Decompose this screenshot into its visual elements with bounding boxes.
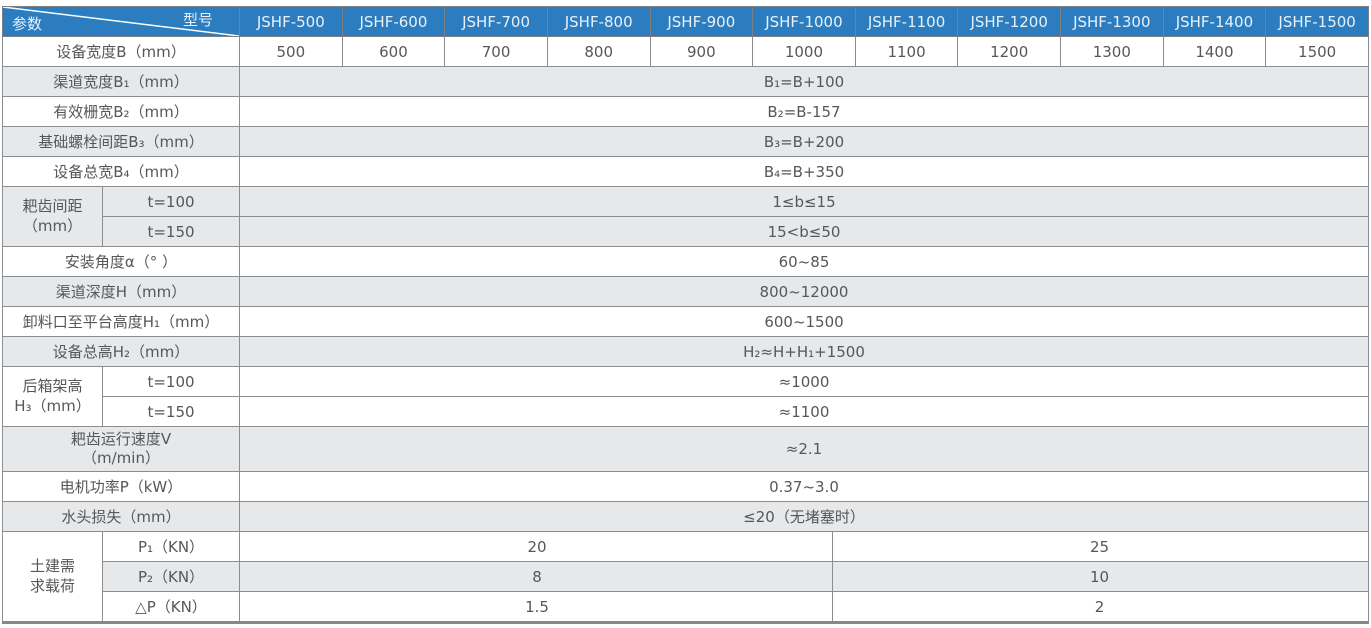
- label-total-height: 设备总高H₂（mm）: [2, 336, 240, 367]
- row-discharge-height: 卸料口至平台高度H₁（mm） 600~1500: [2, 306, 1369, 337]
- row-civil-load-p2: P₂（KN） 8 10: [3, 561, 1369, 592]
- value-device-width: 1500: [1265, 36, 1369, 67]
- value-civil-load-p1-right: 25: [1090, 537, 1110, 556]
- label-device-width: 设备宽度B（mm）: [2, 36, 240, 67]
- row-total-height: 设备总高H₂（mm） H₂≈H+H₁+1500: [2, 336, 1369, 367]
- label-rear-frame-group: 后箱架高 H₃（mm）: [2, 366, 103, 427]
- label-discharge-height: 卸料口至平台高度H₁（mm）: [2, 306, 240, 337]
- label-effective-width: 有效栅宽B₂（mm）: [2, 96, 240, 127]
- row-rake-spacing-t150: t=150 15<b≤50: [3, 216, 1369, 247]
- model-header: JSHF-700: [444, 6, 548, 37]
- value-device-width: 1100: [854, 36, 959, 67]
- corner-param-label: 参数: [12, 15, 43, 33]
- value-device-width: 1300: [1060, 36, 1164, 67]
- value-rake-speed: ≈2.1: [239, 426, 1369, 472]
- row-rake-speed: 耙齿运行速度V （m/min） ≈2.1: [2, 426, 1369, 472]
- value-civil-load-p2-left: 8: [242, 562, 834, 591]
- cond-rake-spacing-t100: t=100: [102, 186, 240, 217]
- model-header: JSHF-1500: [1265, 6, 1369, 37]
- row-civil-load-p1: 土建需 求载荷 P₁（KN） 20 25: [2, 531, 1369, 623]
- model-header: JSHF-1300: [1060, 6, 1164, 37]
- value-rear-frame-t100: ≈1000: [239, 366, 1369, 397]
- row-bolt-spacing: 基础螺栓间距B₃（mm） B₃=B+200: [2, 126, 1369, 157]
- model-header: JSHF-900: [649, 6, 754, 37]
- value-rear-frame-t150: ≈1100: [239, 396, 1369, 427]
- label-civil-load-group: 土建需 求载荷: [2, 531, 103, 623]
- cond-rake-spacing-t150: t=150: [102, 216, 240, 247]
- value-civil-load-p2-right: 10: [1090, 567, 1110, 586]
- value-head-loss: ≤20（无堵塞时）: [239, 501, 1369, 532]
- corner-cell: 参数 型号: [2, 6, 240, 37]
- value-civil-load-p2: 8 10: [239, 561, 1369, 592]
- row-install-angle: 安装角度α（° ） 60~85: [2, 246, 1369, 277]
- value-civil-load-p1-left: 20: [242, 532, 834, 561]
- value-discharge-height: 600~1500: [239, 306, 1369, 337]
- label-bolt-spacing: 基础螺栓间距B₃（mm）: [2, 126, 240, 157]
- value-channel-depth: 800~12000: [239, 276, 1369, 307]
- value-device-width: 500: [239, 36, 343, 67]
- model-header: JSHF-1200: [957, 6, 1061, 37]
- value-device-width: 800: [546, 36, 651, 67]
- label-motor-power: 电机功率P（kW）: [2, 471, 240, 502]
- label-rake-spacing-group: 耙齿间距 （mm）: [2, 186, 103, 247]
- row-rear-frame-t150: t=150 ≈1100: [3, 396, 1369, 427]
- row-device-width: 设备宽度B（mm） 500 600 700 800 900 1000 1100 …: [2, 36, 1369, 67]
- cond-civil-load-p2: P₂（KN）: [102, 561, 240, 592]
- value-device-width: 1400: [1162, 36, 1267, 67]
- cond-civil-load-dp: △P（KN）: [102, 591, 240, 623]
- value-device-width: 1000: [752, 36, 856, 67]
- row-channel-width: 渠道宽度B₁（mm） B₁=B+100: [2, 66, 1369, 97]
- row-channel-depth: 渠道深度H（mm） 800~12000: [2, 276, 1369, 307]
- value-civil-load-p1: 20 25: [239, 531, 1369, 562]
- diagonal-divider: [3, 7, 239, 36]
- corner-model-label: 型号: [182, 11, 213, 29]
- cond-rear-frame-t100: t=100: [102, 366, 240, 397]
- value-total-width: B₄=B+350: [239, 156, 1369, 187]
- value-device-width: 1200: [957, 36, 1061, 67]
- model-header: JSHF-1100: [854, 6, 959, 37]
- model-header: JSHF-1000: [752, 6, 856, 37]
- value-civil-load-dp-right: 2: [1094, 597, 1105, 616]
- row-effective-width: 有效栅宽B₂（mm） B₂=B-157: [2, 96, 1369, 127]
- model-header: JSHF-1400: [1162, 6, 1267, 37]
- value-bolt-spacing: B₃=B+200: [239, 126, 1369, 157]
- label-head-loss: 水头损失（mm）: [2, 501, 240, 532]
- model-header: JSHF-500: [239, 6, 343, 37]
- label-channel-depth: 渠道深度H（mm）: [2, 276, 240, 307]
- row-civil-load-dp: △P（KN） 1.5 2: [3, 591, 1369, 623]
- label-channel-width: 渠道宽度B₁（mm）: [2, 66, 240, 97]
- value-total-height: H₂≈H+H₁+1500: [239, 336, 1369, 367]
- value-effective-width: B₂=B-157: [239, 96, 1369, 127]
- value-install-angle: 60~85: [239, 246, 1369, 277]
- value-device-width: 900: [649, 36, 754, 67]
- value-rake-spacing-t100: 1≤b≤15: [239, 186, 1369, 217]
- row-motor-power: 电机功率P（kW） 0.37~3.0: [2, 471, 1369, 502]
- label-total-width: 设备总宽B₄（mm）: [2, 156, 240, 187]
- header-row: 参数 型号 JSHF-500 JSHF-600 JSHF-700 JSHF-80…: [2, 6, 1369, 37]
- row-total-width: 设备总宽B₄（mm） B₄=B+350: [2, 156, 1369, 187]
- cond-civil-load-p1: P₁（KN）: [102, 531, 240, 562]
- cond-rear-frame-t150: t=150: [102, 396, 240, 427]
- value-channel-width: B₁=B+100: [239, 66, 1369, 97]
- row-rake-spacing-t100: 耙齿间距 （mm） t=100 1≤b≤15: [2, 186, 1369, 247]
- value-device-width: 600: [341, 36, 446, 67]
- spec-table: 参数 型号 JSHF-500 JSHF-600 JSHF-700 JSHF-80…: [2, 6, 1369, 624]
- model-header: JSHF-800: [546, 6, 651, 37]
- value-device-width: 700: [444, 36, 548, 67]
- model-header: JSHF-600: [341, 6, 446, 37]
- value-civil-load-dp-left: 1.5: [242, 592, 834, 621]
- label-install-angle: 安装角度α（° ）: [2, 246, 240, 277]
- label-rake-speed: 耙齿运行速度V （m/min）: [2, 426, 240, 472]
- value-civil-load-dp: 1.5 2: [239, 591, 1369, 623]
- row-head-loss: 水头损失（mm） ≤20（无堵塞时）: [2, 501, 1369, 532]
- value-rake-spacing-t150: 15<b≤50: [239, 216, 1369, 247]
- value-motor-power: 0.37~3.0: [239, 471, 1369, 502]
- row-rear-frame-t100: 后箱架高 H₃（mm） t=100 ≈1000: [2, 366, 1369, 427]
